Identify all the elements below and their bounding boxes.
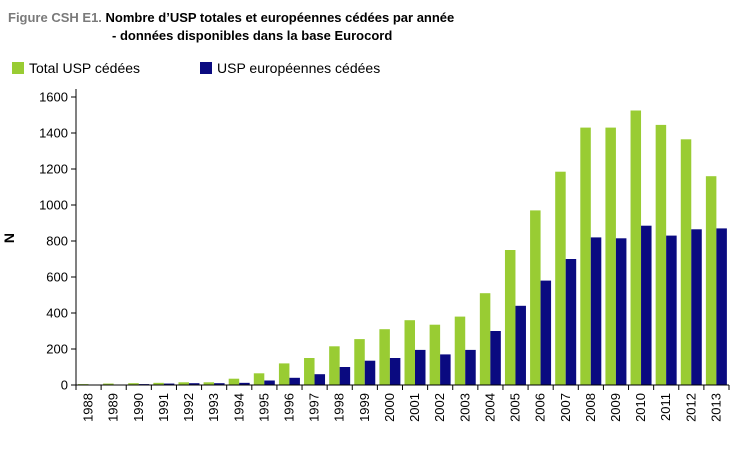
y-tick-label-600: 600 [46, 270, 68, 285]
y-tick-label-1400: 1400 [39, 126, 68, 141]
legend-label-total: Total USP cédées [29, 60, 141, 76]
title-line-2: - données disponibles dans la base Euroc… [112, 28, 393, 43]
bar-total-2008 [580, 127, 591, 385]
bar-total-1989 [103, 383, 114, 385]
bar-europe-2010 [641, 225, 652, 385]
bar-europe-2008 [590, 237, 602, 385]
x-tick-label-2010: 2010 [633, 393, 648, 422]
bar-europe-2006 [540, 280, 552, 385]
bar-europe-2013 [716, 228, 727, 385]
y-tick-label-1200: 1200 [39, 162, 68, 177]
legend-swatch-total [12, 62, 24, 74]
bar-total-1990 [128, 383, 139, 385]
bar-europe-2012 [691, 229, 702, 385]
bar-total-2007 [555, 171, 566, 385]
legend-label-europe: USP européennes cédées [217, 60, 381, 76]
bar-europe-1992 [188, 383, 200, 385]
bar-europe-2011 [666, 235, 677, 385]
x-tick-label-1991: 1991 [156, 393, 171, 422]
figure-label: Figure CSH E1. [8, 10, 102, 25]
x-tick-label-2009: 2009 [608, 393, 623, 422]
x-tick-label-2012: 2012 [683, 393, 698, 422]
x-tick-label-2011: 2011 [658, 393, 673, 421]
bar-europe-2004 [490, 331, 501, 385]
bar-total-2001 [404, 320, 415, 385]
bar-europe-2003 [465, 349, 476, 385]
x-tick-label-2013: 2013 [708, 393, 723, 422]
bar-europe-1997 [314, 374, 326, 385]
x-tick-label-2000: 2000 [382, 393, 397, 422]
bar-europe-1995 [264, 380, 275, 385]
bar-total-1992 [178, 382, 189, 385]
bar-europe-2000 [389, 358, 401, 385]
bar-total-2002 [429, 324, 441, 385]
y-tick-label-200: 200 [46, 342, 68, 357]
x-tick-label-2006: 2006 [533, 393, 548, 422]
x-tick-label-1997: 1997 [307, 393, 322, 422]
x-tick-label-2004: 2004 [482, 393, 497, 422]
bar-europe-1994 [239, 382, 250, 385]
bar-europe-1999 [364, 360, 376, 385]
bar-europe-1993 [214, 383, 225, 385]
bar-total-1994 [228, 378, 240, 385]
y-axis-label: N [1, 233, 17, 243]
x-tick-label-1995: 1995 [256, 393, 271, 422]
bar-total-1995 [253, 373, 265, 385]
chart-title: Figure CSH E1. Nombre d’USP totales et e… [8, 9, 454, 45]
bar-total-2000 [379, 329, 390, 385]
legend-item-total: Total USP cédées [12, 60, 140, 76]
bar-total-2013 [705, 176, 717, 385]
bar-total-1998 [329, 346, 340, 385]
bar-total-1993 [203, 382, 215, 385]
x-tick-label-1993: 1993 [206, 393, 221, 422]
bar-total-2003 [454, 316, 466, 385]
legend-swatch-europe [200, 62, 212, 74]
x-tick-label-1999: 1999 [357, 393, 372, 422]
bar-total-1999 [354, 339, 365, 385]
y-tick-label-800: 800 [46, 234, 68, 249]
bar-total-2012 [680, 139, 692, 385]
legend-item-europe: USP européennes cédées [200, 60, 380, 76]
x-tick-label-1988: 1988 [81, 393, 96, 422]
bar-total-1996 [278, 363, 290, 385]
x-tick-label-2001: 2001 [407, 393, 422, 422]
bar-europe-1998 [339, 367, 351, 385]
bar-europe-2009 [615, 238, 627, 385]
x-tick-label-2002: 2002 [432, 393, 447, 422]
x-tick-label-1992: 1992 [181, 393, 196, 422]
x-tick-label-1989: 1989 [106, 393, 121, 422]
bar-total-1991 [153, 382, 164, 385]
bar-total-2005 [504, 250, 516, 385]
bar-total-1997 [304, 358, 315, 385]
y-tick-label-400: 400 [46, 306, 68, 321]
bar-total-2004 [479, 293, 491, 385]
x-tick-label-1994: 1994 [231, 393, 246, 422]
title-line-1: Nombre d’USP totales et européennes cédé… [105, 10, 455, 25]
bar-europe-2007 [565, 259, 577, 385]
bar-total-2010 [630, 110, 642, 385]
x-tick-label-2003: 2003 [457, 393, 472, 422]
x-tick-label-1996: 1996 [281, 393, 296, 422]
x-tick-label-1990: 1990 [131, 393, 146, 422]
y-tick-label-1600: 1600 [39, 90, 68, 105]
x-tick-label-2005: 2005 [508, 393, 523, 422]
bar-europe-2001 [415, 349, 426, 385]
x-tick-label-2007: 2007 [558, 393, 573, 422]
bar-europe-2002 [440, 354, 451, 385]
y-tick-label-1000: 1000 [39, 198, 68, 213]
bar-europe-1996 [289, 377, 300, 385]
bar-europe-1991 [163, 383, 175, 385]
bar-total-2011 [655, 124, 667, 386]
bar-total-2009 [605, 127, 616, 385]
bar-europe-2005 [515, 305, 526, 385]
bar-total-2006 [530, 210, 541, 385]
y-tick-label-0: 0 [61, 378, 68, 393]
x-tick-label-2008: 2008 [583, 393, 598, 422]
x-tick-label-1998: 1998 [332, 393, 347, 422]
